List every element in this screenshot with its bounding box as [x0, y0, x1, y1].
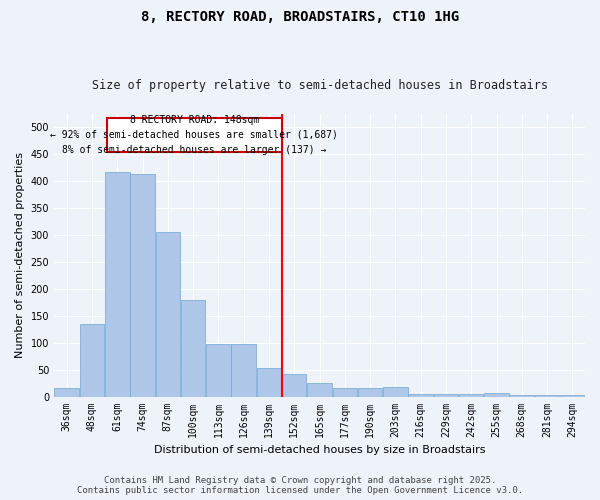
Y-axis label: Number of semi-detached properties: Number of semi-detached properties [15, 152, 25, 358]
Bar [232, 344, 256, 397]
Bar [282, 374, 307, 396]
Bar [105, 172, 130, 396]
Bar [409, 394, 433, 396]
Bar [358, 388, 382, 396]
Bar [181, 300, 205, 396]
Bar [459, 394, 484, 396]
Bar [383, 387, 407, 396]
X-axis label: Distribution of semi-detached houses by size in Broadstairs: Distribution of semi-detached houses by … [154, 445, 485, 455]
Bar [80, 324, 104, 396]
Bar [130, 174, 155, 396]
Bar [434, 394, 458, 396]
Text: Contains HM Land Registry data © Crown copyright and database right 2025.
Contai: Contains HM Land Registry data © Crown c… [77, 476, 523, 495]
Bar [332, 388, 357, 396]
Bar [484, 393, 509, 396]
FancyBboxPatch shape [107, 118, 281, 152]
Bar [155, 232, 180, 396]
Title: Size of property relative to semi-detached houses in Broadstairs: Size of property relative to semi-detach… [92, 79, 548, 92]
Bar [55, 388, 79, 396]
Text: 8, RECTORY ROAD, BROADSTAIRS, CT10 1HG: 8, RECTORY ROAD, BROADSTAIRS, CT10 1HG [141, 10, 459, 24]
Bar [307, 383, 332, 396]
Text: 8 RECTORY ROAD: 148sqm
← 92% of semi-detached houses are smaller (1,687)
8% of s: 8 RECTORY ROAD: 148sqm ← 92% of semi-det… [50, 115, 338, 154]
Bar [206, 344, 230, 397]
Bar [257, 368, 281, 396]
